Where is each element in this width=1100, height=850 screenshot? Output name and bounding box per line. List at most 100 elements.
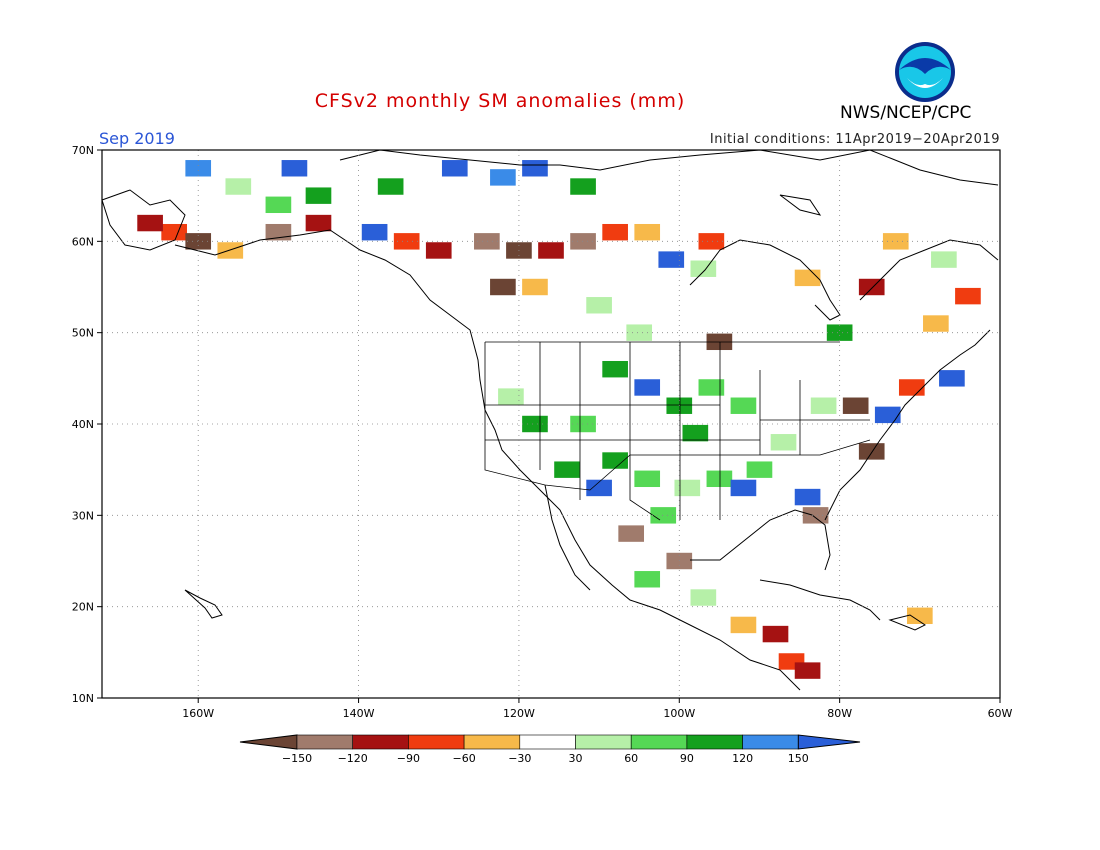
anomaly-cell	[906, 607, 933, 625]
anomaly-cell	[794, 269, 821, 287]
anomaly-cell	[842, 397, 869, 414]
colorbar-label: 90	[680, 752, 694, 765]
anomaly-cell	[858, 278, 885, 296]
anomaly-cell	[265, 196, 292, 214]
anomaly-cell	[217, 242, 244, 259]
anomaly-cell	[586, 479, 612, 497]
anomaly-cell	[682, 424, 709, 442]
colorbar-label: −120	[338, 752, 368, 765]
anomaly-cell	[265, 223, 292, 241]
anomaly-cell	[602, 452, 628, 469]
colorbar-label: −150	[282, 752, 312, 765]
colorbar-swatch	[408, 734, 465, 750]
anomaly-cell	[522, 415, 548, 433]
lon-tick-label: 120W	[503, 707, 535, 720]
lat-tick-label: 60N	[72, 235, 94, 248]
anomaly-cell	[650, 507, 677, 524]
anomaly-cell	[674, 479, 701, 497]
anomaly-cell	[794, 488, 821, 506]
anomaly-cell	[955, 287, 981, 305]
colorbar-label: −60	[452, 752, 475, 765]
initial-conditions: Initial conditions: 11Apr2019−20Apr2019	[709, 132, 1000, 147]
anomaly-cell	[874, 406, 901, 424]
state-borders	[484, 341, 871, 521]
lat-tick-label: 20N	[72, 601, 94, 614]
colorbar-label: −90	[397, 752, 420, 765]
colorbar-swatch	[239, 734, 298, 750]
axis-ticks: 70N 60N 50N 40N 30N 20N 10N 160W 140W 120W 100W 80W…	[72, 144, 1013, 720]
anomaly-cell	[730, 479, 757, 497]
anomaly-cell	[698, 233, 725, 250]
map-frame	[101, 149, 1001, 699]
anomaly-cell	[898, 379, 925, 396]
agency-label: NWS/NCEP/CPC	[840, 103, 972, 123]
anomaly-cell	[634, 379, 661, 396]
anomaly-cell	[634, 571, 661, 588]
anomaly-cell	[137, 214, 163, 232]
anomaly-cell	[570, 233, 596, 250]
colorbar-swatch	[575, 734, 632, 750]
anomaly-cell	[794, 662, 821, 679]
anomaly-cell	[474, 233, 500, 250]
anomaly-cell	[698, 379, 725, 396]
colorbar-label: −30	[508, 752, 531, 765]
lon-tick-label: 140W	[343, 707, 375, 720]
anomaly-cell	[602, 360, 628, 378]
anomaly-cell	[762, 625, 789, 643]
anomaly-cell	[586, 297, 612, 314]
colorbar-swatch	[797, 734, 861, 750]
noaa-logo-icon	[893, 40, 957, 104]
anomaly-cell	[185, 160, 212, 177]
lat-tick-label: 40N	[72, 418, 94, 431]
anomaly-cell	[634, 470, 661, 488]
lat-lon-grid	[102, 150, 1000, 698]
lat-tick-label: 50N	[72, 327, 94, 340]
anomaly-cell	[730, 397, 757, 414]
anomaly-cell	[634, 223, 661, 241]
anomaly-cell	[602, 223, 628, 241]
anomaly-cell	[826, 324, 853, 341]
anomaly-cell	[810, 397, 837, 414]
lat-tick-label: 70N	[72, 144, 94, 157]
colorbar-swatch	[463, 734, 521, 750]
anomaly-cell	[730, 616, 757, 634]
anomaly-cell	[706, 470, 733, 488]
anomaly-cell	[882, 233, 909, 250]
colorbar-swatch	[296, 734, 354, 750]
anomaly-cell	[939, 370, 965, 387]
lon-tick-label: 60W	[988, 707, 1013, 720]
anomaly-cell	[770, 434, 797, 451]
lat-tick-label: 30N	[72, 509, 94, 522]
anomaly-cell	[618, 525, 645, 542]
anomaly-cell	[490, 169, 516, 186]
colorbar-swatch	[352, 734, 409, 750]
coastlines	[101, 149, 999, 691]
anomaly-cell	[802, 507, 829, 524]
anomaly-cell	[305, 214, 332, 232]
anomaly-cell	[225, 178, 252, 195]
anomaly-cell	[538, 242, 564, 259]
anomaly-cell	[305, 187, 332, 204]
anomaly-cell	[858, 443, 885, 460]
anomaly-cell	[690, 589, 717, 606]
anomaly-cell	[161, 223, 187, 241]
anomaly-cell	[626, 324, 653, 341]
lon-tick-label: 160W	[182, 707, 214, 720]
anomaly-cell	[690, 260, 717, 277]
anomaly-cell	[377, 178, 404, 195]
colorbar-label: 60	[624, 752, 638, 765]
anomaly-cells	[137, 160, 981, 679]
colorbar-swatch	[686, 734, 743, 750]
colorbar-swatch	[519, 734, 576, 750]
colorbar-label: 150	[788, 752, 809, 765]
anomaly-cell	[498, 388, 524, 405]
anomaly-cell	[658, 251, 685, 268]
anomaly-cell	[185, 233, 212, 250]
anomaly-cell	[393, 233, 420, 250]
lon-tick-label: 80W	[827, 707, 852, 720]
lat-tick-label: 10N	[72, 692, 94, 705]
map-title: CFSv2 monthly SM anomalies (mm)	[314, 90, 686, 112]
colorbar-swatch	[630, 734, 688, 750]
anomaly-cell	[570, 178, 596, 195]
